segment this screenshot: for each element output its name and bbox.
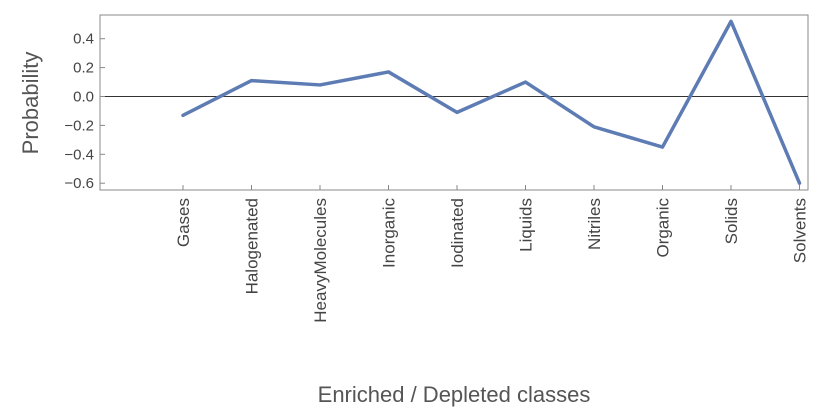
- category-label: Gases: [174, 198, 193, 247]
- y-axis-ticks: −0.6 −0.4 −0.2 0.0 0.2 0.4: [64, 31, 105, 192]
- category-label: Halogenated: [243, 198, 262, 294]
- category-label: Nitriles: [585, 198, 604, 250]
- category-label: Iodinated: [448, 198, 467, 268]
- category-label: Organic: [654, 198, 673, 258]
- category-labels: Gases Halogenated HeavyMolecules Inorganic I…: [174, 198, 810, 323]
- category-label: HeavyMolecules: [311, 198, 330, 323]
- plot-frame: [99, 14, 809, 191]
- y-tick-label: 0.2: [73, 60, 94, 77]
- y-tick-label: −0.4: [64, 146, 94, 163]
- x-axis-ticks: [182, 185, 800, 190]
- category-label: Liquids: [517, 198, 536, 252]
- y-tick-label: −0.2: [64, 117, 94, 134]
- category-label: Solvents: [791, 198, 810, 263]
- x-axis-title: Enriched / Depleted classes: [318, 382, 591, 407]
- series-line: [181, 19, 802, 185]
- y-axis-title: Probability: [18, 52, 43, 155]
- category-label: Solids: [722, 198, 741, 244]
- y-tick-label: 0.0: [73, 89, 94, 106]
- y-tick-label: 0.4: [73, 31, 94, 48]
- y-tick-label: −0.6: [64, 175, 94, 192]
- category-label: Inorganic: [380, 198, 399, 268]
